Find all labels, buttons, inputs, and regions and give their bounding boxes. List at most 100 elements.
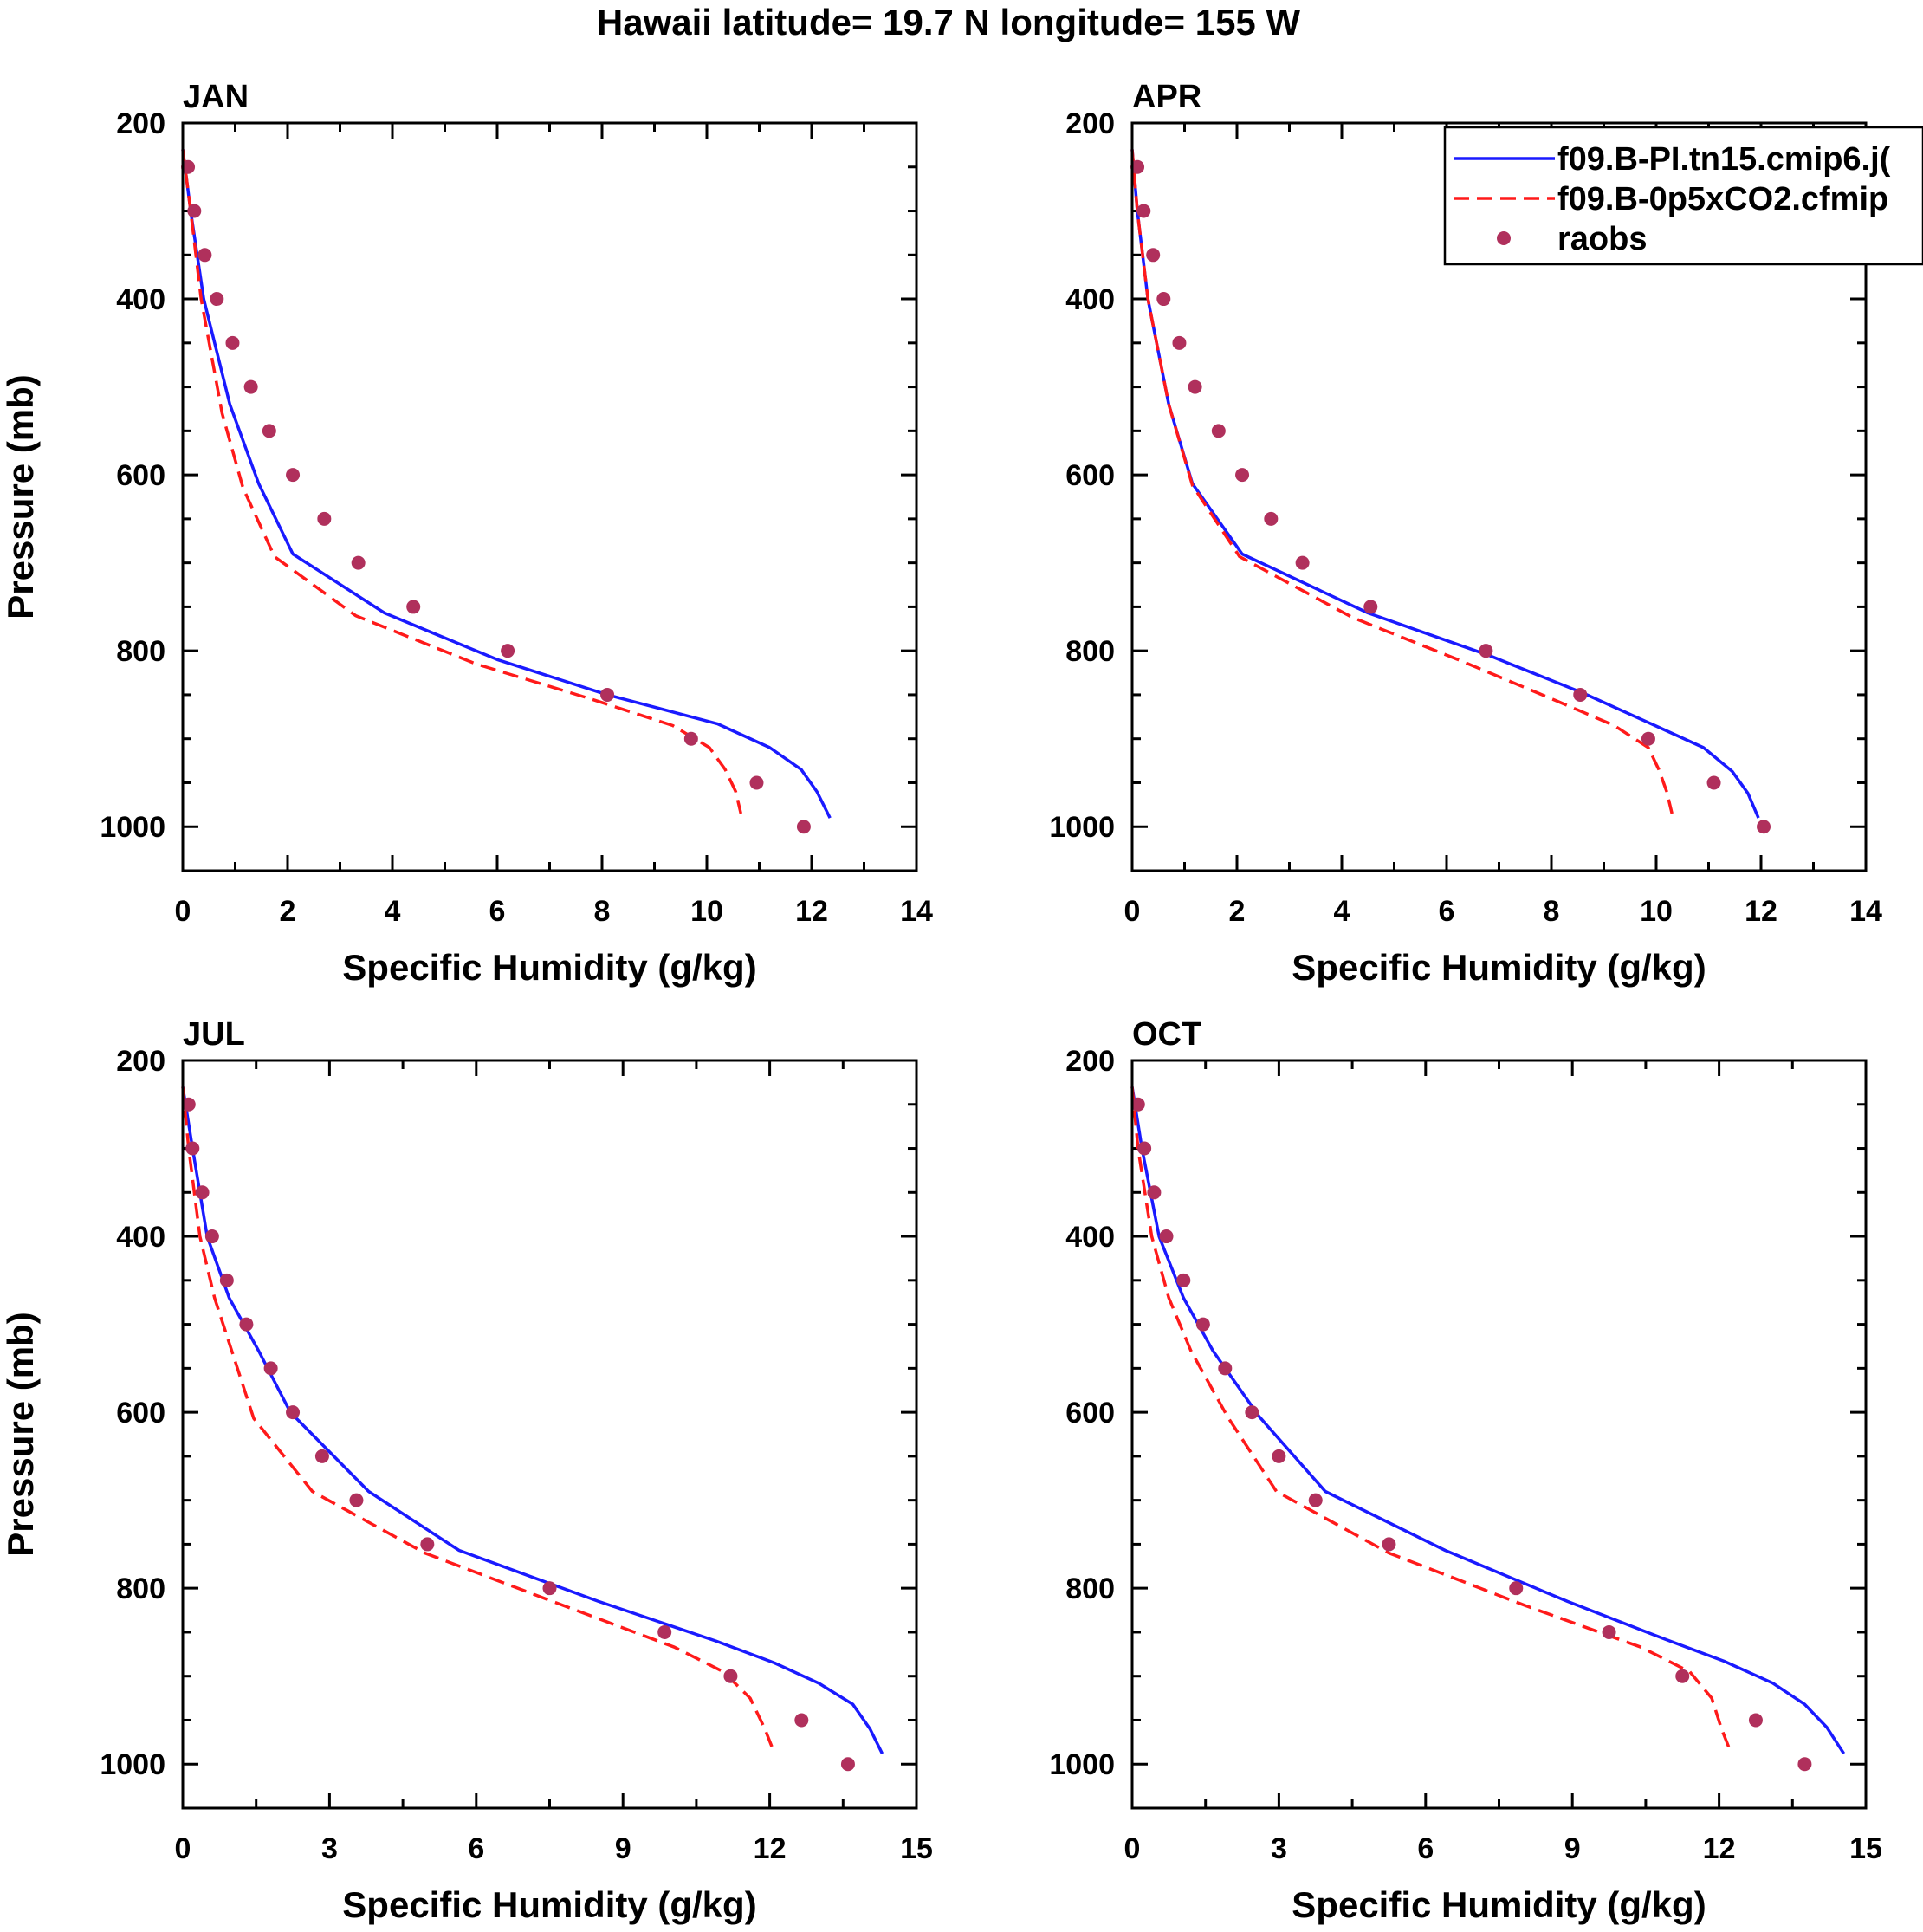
y-tick-label: 200: [1065, 107, 1115, 140]
y-axis-label: Pressure (mb): [0, 374, 41, 619]
raobs-point: [262, 424, 276, 438]
legend-label-co2: f09.B-0p5xCO2.cfmip: [1557, 181, 1888, 217]
y-tick-label: 1000: [100, 1748, 165, 1781]
x-tick-label: 12: [1745, 895, 1777, 928]
panel-jul: JUL 0 3 6 9 12 15 200 400 600 800 1000 Specific Humi…: [0, 1016, 933, 1925]
y-tick-label: 1000: [1049, 811, 1115, 844]
raobs-point: [840, 1757, 855, 1772]
x-tick-label: 14: [1849, 895, 1882, 928]
raobs-point: [1172, 335, 1187, 350]
raobs-point: [1211, 424, 1226, 438]
x-tick-label: 6: [468, 1832, 484, 1865]
raobs-point: [683, 731, 698, 746]
raobs-point: [187, 204, 202, 218]
raobs-point: [219, 1273, 234, 1287]
y-tick-label: 400: [1065, 283, 1115, 316]
x-tick-label: 8: [1544, 895, 1560, 928]
plot-frame: [1130, 121, 1868, 872]
y-tick-label: 800: [116, 635, 165, 668]
raobs-point: [1602, 1624, 1616, 1639]
series-line-pi: [1130, 1086, 1846, 1755]
series-line-co2: [181, 1086, 776, 1754]
panel-apr: APR 0 2 4 6 8 10 12 14 200 400 600 800 1000 Specific H…: [1049, 79, 1882, 988]
raobs-point: [794, 1713, 809, 1728]
legend-label-pi: f09.B-PI.tn15.cmip6.j(: [1557, 141, 1891, 178]
x-axis-label: Specific Humidity (g/kg): [1292, 1884, 1706, 1925]
x-axis-label: Specific Humidity (g/kg): [1292, 947, 1706, 988]
y-tick-label: 400: [116, 283, 165, 316]
raobs-point: [1757, 820, 1771, 834]
raobs-point: [204, 1229, 219, 1244]
legend-label-raobs: raobs: [1557, 221, 1647, 257]
y-tick-label: 1000: [1049, 1748, 1115, 1781]
y-tick-label: 1000: [100, 811, 165, 844]
x-tick-label: 15: [900, 1832, 933, 1865]
x-tick-label: 0: [175, 895, 191, 928]
y-tick-label: 200: [116, 107, 165, 140]
x-tick-label: 12: [754, 1832, 787, 1865]
x-tick-label: 12: [1703, 1832, 1736, 1865]
x-tick-label: 0: [1124, 1832, 1141, 1865]
raobs-point: [1156, 292, 1171, 307]
plot-frame: [181, 121, 918, 872]
raobs-point: [1136, 204, 1151, 218]
raobs-point: [1176, 1273, 1191, 1287]
raobs-point: [657, 1624, 672, 1639]
panel-title: OCT: [1132, 1016, 1201, 1053]
raobs-point: [1382, 1537, 1396, 1552]
y-tick-label: 400: [116, 1221, 165, 1254]
raobs-point: [195, 1185, 210, 1200]
raobs-point: [1748, 1713, 1763, 1728]
raobs-point: [243, 379, 258, 394]
x-tick-label: 4: [1334, 895, 1350, 928]
raobs-point: [1245, 1405, 1259, 1420]
raobs-point: [723, 1669, 738, 1683]
x-tick-label: 10: [690, 895, 723, 928]
raobs-point: [1272, 1449, 1286, 1463]
y-tick-label: 200: [1065, 1045, 1115, 1078]
raobs-point: [420, 1537, 435, 1552]
raobs-point: [1195, 1317, 1210, 1332]
raobs-point: [1218, 1361, 1233, 1376]
x-tick-label: 0: [175, 1832, 191, 1865]
x-tick-label: 4: [385, 895, 401, 928]
raobs-point: [1308, 1493, 1323, 1507]
raobs-point: [749, 775, 764, 790]
x-tick-label: 15: [1849, 1832, 1882, 1865]
y-tick-label: 600: [116, 459, 165, 492]
raobs-point: [1235, 468, 1250, 483]
x-tick-label: 3: [321, 1832, 338, 1865]
raobs-point: [1264, 511, 1279, 526]
raobs-point: [1188, 379, 1202, 394]
plot-frame: [1130, 1059, 1868, 1810]
panel-title: APR: [1132, 79, 1201, 115]
y-tick-label: 200: [116, 1045, 165, 1078]
raobs-point: [317, 511, 332, 526]
y-axis-label: Pressure (mb): [0, 1312, 41, 1556]
raobs-point: [1130, 159, 1145, 174]
x-tick-label: 0: [1124, 895, 1141, 928]
raobs-point: [185, 1141, 200, 1156]
panel-title: JUL: [183, 1016, 245, 1053]
series-line-co2: [1130, 1086, 1733, 1754]
x-tick-label: 9: [1564, 1832, 1581, 1865]
raobs-point: [181, 159, 196, 174]
raobs-point: [286, 468, 301, 483]
raobs-point: [796, 820, 811, 834]
raobs-point: [239, 1317, 254, 1332]
raobs-point: [181, 1097, 196, 1112]
series-line-pi: [181, 1086, 884, 1754]
raobs-point: [1479, 644, 1493, 658]
raobs-point: [225, 335, 240, 350]
series-line-pi: [181, 149, 832, 819]
raobs-point: [351, 555, 366, 570]
raobs-point: [1147, 1185, 1162, 1200]
raobs-point: [1706, 775, 1721, 790]
x-axis-label: Specific Humidity (g/kg): [342, 1884, 756, 1925]
raobs-point: [1509, 1581, 1524, 1596]
y-tick-label: 800: [1065, 1572, 1115, 1605]
figure-title: Hawaii latitude= 19.7 N longitude= 155 W: [597, 2, 1301, 42]
x-tick-label: 3: [1271, 1832, 1287, 1865]
x-tick-label: 2: [1229, 895, 1246, 928]
x-tick-label: 12: [795, 895, 828, 928]
